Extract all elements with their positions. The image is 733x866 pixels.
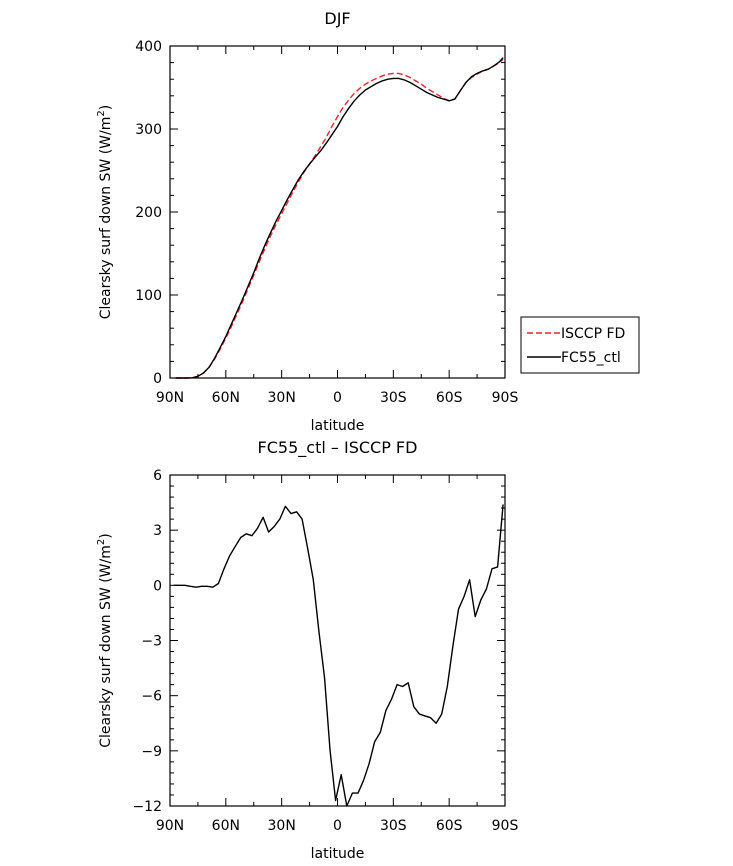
y-axis-label: Clearsky surf down SW (W/m2) — [96, 105, 114, 319]
y-tick-label: 3 — [153, 523, 162, 539]
legend-label: FC55_ctl — [561, 350, 621, 366]
series-line-fc55-ctl — [175, 57, 504, 379]
x-tick-label: 60S — [436, 390, 463, 406]
x-tick-label: 60N — [212, 818, 240, 834]
y-tick-label: 6 — [153, 468, 162, 484]
y-tick-label: −3 — [141, 634, 162, 650]
chart-title: FC55_ctl – ISCCP FD — [258, 438, 418, 458]
x-tick-label: 30N — [268, 818, 296, 834]
top-chart: 90N 60N 30N 0 30S 60S 90S 0 100 200 300 400 DJF latit… — [96, 9, 518, 434]
legend-label: ISCCP FD — [561, 326, 625, 342]
x-tick-label: 0 — [333, 818, 342, 834]
y-tick-label: 400 — [135, 39, 162, 55]
y-tick-label: −6 — [141, 689, 162, 705]
y-axis-label-main: Clearsky surf down SW (W/m — [98, 545, 114, 748]
x-tick-label: 90S — [492, 818, 519, 834]
series-line-isccp-fd — [175, 58, 504, 379]
y-axis-label-close: ) — [98, 105, 114, 110]
x-axis-label: latitude — [311, 418, 365, 434]
plot-frame — [169, 45, 506, 379]
y-tick-label: 300 — [135, 122, 162, 138]
y-tick-label: 0 — [153, 371, 162, 387]
y-tick-label: 0 — [153, 578, 162, 594]
x-tick-label: 30S — [380, 390, 407, 406]
y-axis-label-superscript: 2 — [96, 539, 107, 545]
y-axis-label: Clearsky surf down SW (W/m2) — [96, 533, 114, 747]
x-tick-label: 30S — [380, 818, 407, 834]
y-axis-label-superscript: 2 — [96, 110, 107, 116]
x-tick-label: 60N — [212, 390, 240, 406]
y-tick-label: 200 — [135, 205, 162, 221]
x-tick-label: 90S — [492, 390, 519, 406]
x-tick-label: 0 — [333, 390, 342, 406]
y-tick-label: 100 — [135, 288, 162, 304]
bottom-chart: 90N 60N 30N 0 30S 60S 90S −12 −9 −6 −3 0 3 6 FC55_ctl … — [96, 438, 518, 862]
x-tick-label: 60S — [436, 818, 463, 834]
x-tick-label: 90N — [156, 390, 184, 406]
y-axis-label-main: Clearsky surf down SW (W/m — [98, 117, 114, 320]
series-line-difference — [173, 504, 504, 807]
y-axis-label-close: ) — [98, 533, 114, 538]
plot-frame — [169, 474, 506, 807]
x-tick-label: 90N — [156, 818, 184, 834]
legend: ISCCP FD FC55_ctl — [520, 316, 640, 374]
y-tick-label: −9 — [141, 744, 162, 760]
x-axis-label: latitude — [311, 846, 365, 862]
x-tick-label: 30N — [268, 390, 296, 406]
y-tick-label: −12 — [132, 799, 162, 815]
chart-title: DJF — [324, 9, 350, 28]
legend-box — [520, 316, 640, 374]
